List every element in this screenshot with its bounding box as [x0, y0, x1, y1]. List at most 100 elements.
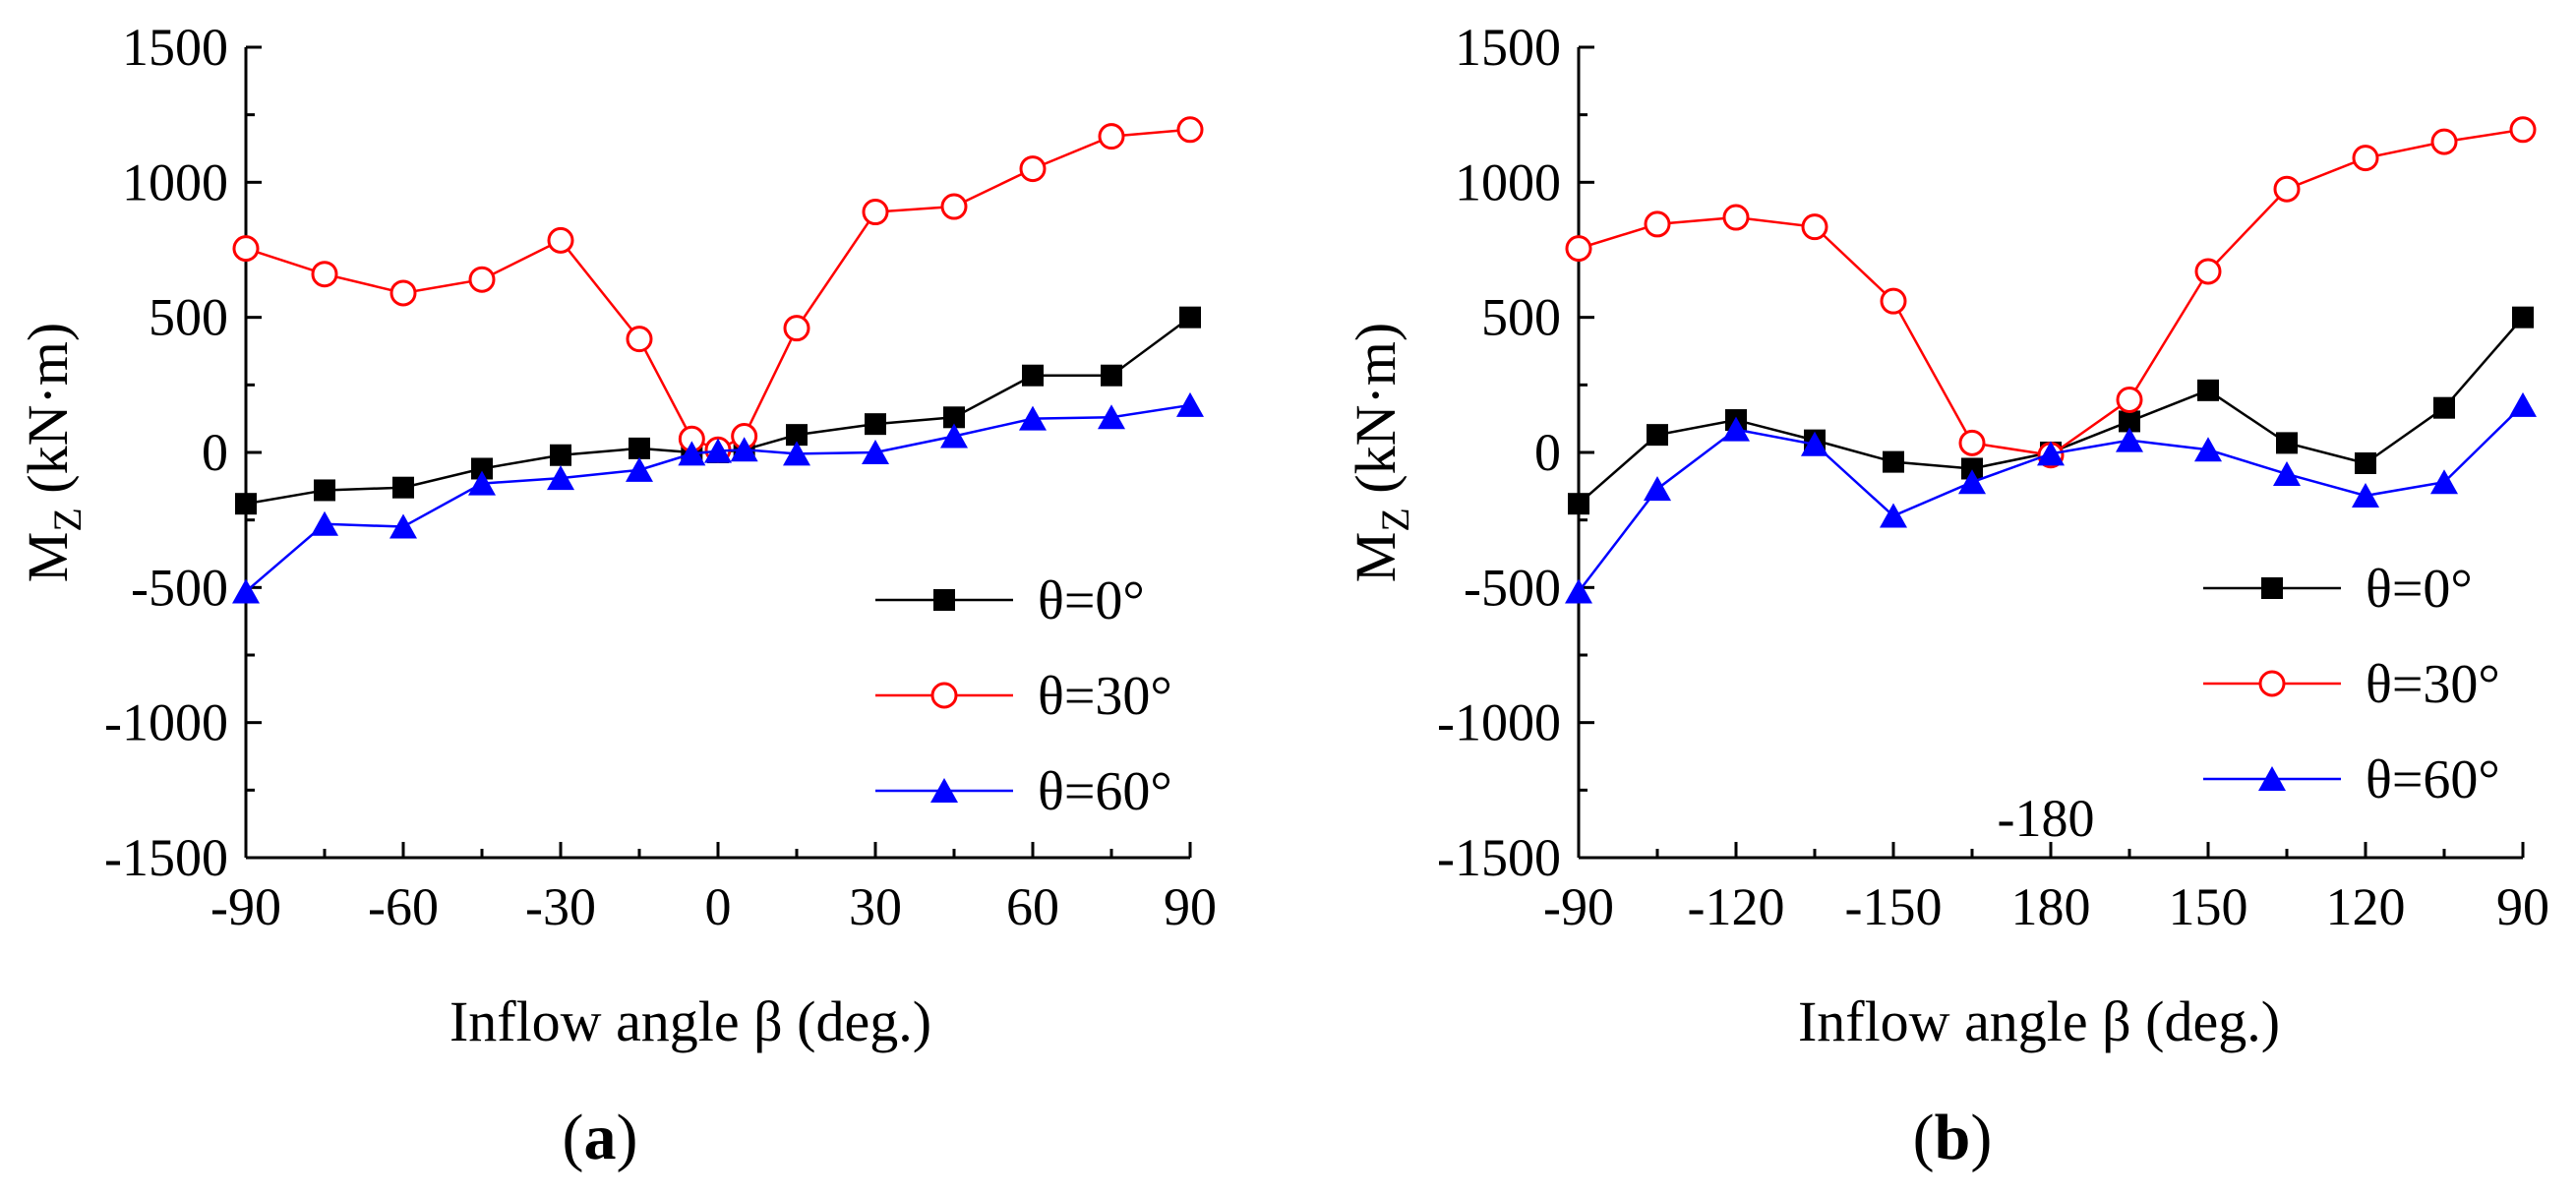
panel-a-series-2-point — [1098, 404, 1125, 430]
panel-b-x-tick-label: 150 — [2169, 877, 2248, 936]
panel-a-legend-marker-1 — [930, 682, 958, 709]
panel-a-y-tick-label: 0 — [202, 423, 228, 482]
panel-a-legend-marker-0 — [933, 589, 955, 611]
panel-a-series-0-point — [786, 424, 808, 447]
panel-a-series-1-point — [940, 193, 968, 220]
panel-b-y-tick-label: 1500 — [1455, 18, 1561, 77]
panel-b-x-tick-label: 120 — [2326, 877, 2406, 936]
panel-b-series-2-point — [2509, 391, 2537, 417]
panel-b-series-0-point — [2355, 451, 2376, 474]
panel-a-series-2-point — [626, 456, 653, 482]
panel-a-axes: -1500 -1000 -500 0 500 1000 1500 -90 -60 -30 0 30 60… — [104, 18, 1217, 936]
panel-b-series-2-point — [1801, 431, 1828, 456]
panel-b-series-2-point — [2116, 427, 2143, 452]
panel-b-annotation: -180 — [1998, 789, 2095, 848]
panel-b-series-1-point — [2352, 145, 2379, 172]
panel-a-x-tick-label: 30 — [849, 877, 902, 936]
panel-b-series-0-point — [2276, 432, 2298, 454]
panel-a-series-2-point — [389, 513, 417, 539]
panel-a-series-0-point — [314, 479, 335, 502]
panel-b-series-1-point — [1722, 204, 1750, 231]
panel-b-series-0-point — [2512, 306, 2534, 329]
panel-a-series-0-point — [471, 457, 493, 480]
panel-b-series-2-point — [1880, 503, 1907, 528]
panel-b-y-tick-label: 1000 — [1455, 152, 1561, 211]
panel-b-series-0-point — [2197, 379, 2219, 401]
panel-a-series-2-point — [232, 578, 260, 604]
panel-a-series-1-point — [1176, 116, 1204, 144]
panel-a-x-tick-label: 0 — [705, 877, 732, 936]
panel-b-series-2-point — [2352, 482, 2379, 508]
panel-b-series-1-point — [1958, 429, 1986, 456]
panel-a-series-0-point — [629, 437, 650, 459]
panel-a-y-tick-label: 500 — [149, 288, 228, 347]
panel-a-series-0-point — [943, 406, 965, 429]
panel-a-series-2-point — [547, 465, 574, 491]
panel-b-series-2-point — [1958, 469, 1986, 495]
panel-a-series-2-point — [730, 437, 758, 462]
panel-a-series-2-point — [1019, 405, 1047, 431]
panel-b-axes: -1500 -1000 -500 0 500 1000 1500 -90 -120 -150 180… — [1437, 18, 2549, 936]
panel-a-y-tick-label: 1000 — [122, 152, 228, 211]
panel-b-series-2-point — [2273, 460, 2301, 486]
panel-b-legend-marker-0 — [2261, 577, 2283, 599]
panel-a-series-1-point — [1019, 155, 1047, 183]
panel-b-series-2-point — [1722, 416, 1750, 442]
panel-a-series — [232, 116, 1204, 604]
panel-a-series-2-point — [468, 470, 496, 496]
panel-a-y-tick-label: -1500 — [104, 828, 228, 887]
panel-a-series-0-point — [1179, 306, 1201, 329]
panel-b-series-1-point — [2116, 386, 2143, 413]
panel-b-series-2-point — [1565, 578, 1592, 604]
panel-b-series-1-point — [1801, 213, 1828, 241]
panel-a-series-0-point — [392, 476, 414, 499]
panel-a-series-0-point — [1101, 364, 1122, 387]
panel-b-legend-label-0: θ=0° — [2366, 559, 2473, 620]
panel-a-x-tick-label: -60 — [368, 877, 439, 936]
panel-a-y-tick-label: 1500 — [122, 18, 228, 77]
panel-b-legend-marker-2 — [2258, 766, 2286, 791]
panel-a-series-1-point — [468, 266, 496, 293]
panel-a-series-1-point — [626, 326, 653, 353]
panel-a-series-1-point — [389, 279, 417, 307]
panel-a-series-0-point — [235, 493, 257, 515]
panel-a-series-1-point — [1098, 123, 1125, 150]
panel-a-x-tick-label: -90 — [210, 877, 281, 936]
panel-b-series-1-point — [2509, 116, 2537, 144]
panel-b-series — [1565, 116, 2537, 604]
panel-a-series-2-point — [678, 441, 706, 466]
panel-a-x-tick-label: 60 — [1006, 877, 1059, 936]
panel-a-series-1-point — [862, 199, 889, 226]
panel-b-series-2-point — [1644, 476, 1671, 502]
panel-b-series-0-point — [1568, 493, 1589, 515]
panel-b-series-0-point — [1647, 424, 1668, 447]
panel-a-series-0-point — [550, 444, 571, 466]
panel-a-y-tick-label: -500 — [131, 558, 228, 617]
panel-b-y-axis-label: MZ (kN·m) — [1344, 323, 1417, 582]
panel-b-x-axis-label: Inflow angle β (deg.) — [1798, 989, 2280, 1053]
panel-b-series-0-point — [1883, 450, 1904, 473]
panel-b-series-2-point — [2037, 441, 2065, 466]
panel-b-y-tick-label: -1000 — [1437, 693, 1561, 752]
panel-b-series-1-point — [2194, 258, 2222, 285]
panel-b-y-tick-label: -1500 — [1437, 828, 1561, 887]
panel-b-series-0-point — [2433, 396, 2455, 419]
panel-a-y-tick-label: -1000 — [104, 693, 228, 752]
panel-b-legend-label-1: θ=30° — [2366, 654, 2500, 715]
panel-b-series-2-point — [2194, 437, 2222, 462]
panel-a-series-1-point — [547, 226, 574, 254]
panel-a-series-2-point — [311, 510, 338, 536]
panel-b-series-1-point — [1880, 287, 1907, 315]
panel-b-series-2-point — [2430, 469, 2458, 495]
panel-b-y-tick-label: 0 — [1534, 423, 1561, 482]
panel-a-y-axis-label: MZ (kN·m) — [16, 323, 90, 582]
panel-a-series-0-point — [865, 413, 886, 436]
panel-b-x-tick-label: 90 — [2496, 877, 2549, 936]
panel-b-series-0-point — [2119, 410, 2140, 433]
panel-b-legend: θ=0° θ=30° θ=60° — [2203, 559, 2500, 810]
panel-b-series-1-point — [2430, 128, 2458, 155]
panel-b-x-tick-label: -120 — [1688, 877, 1785, 936]
panel-a-series-1-point — [311, 261, 338, 288]
